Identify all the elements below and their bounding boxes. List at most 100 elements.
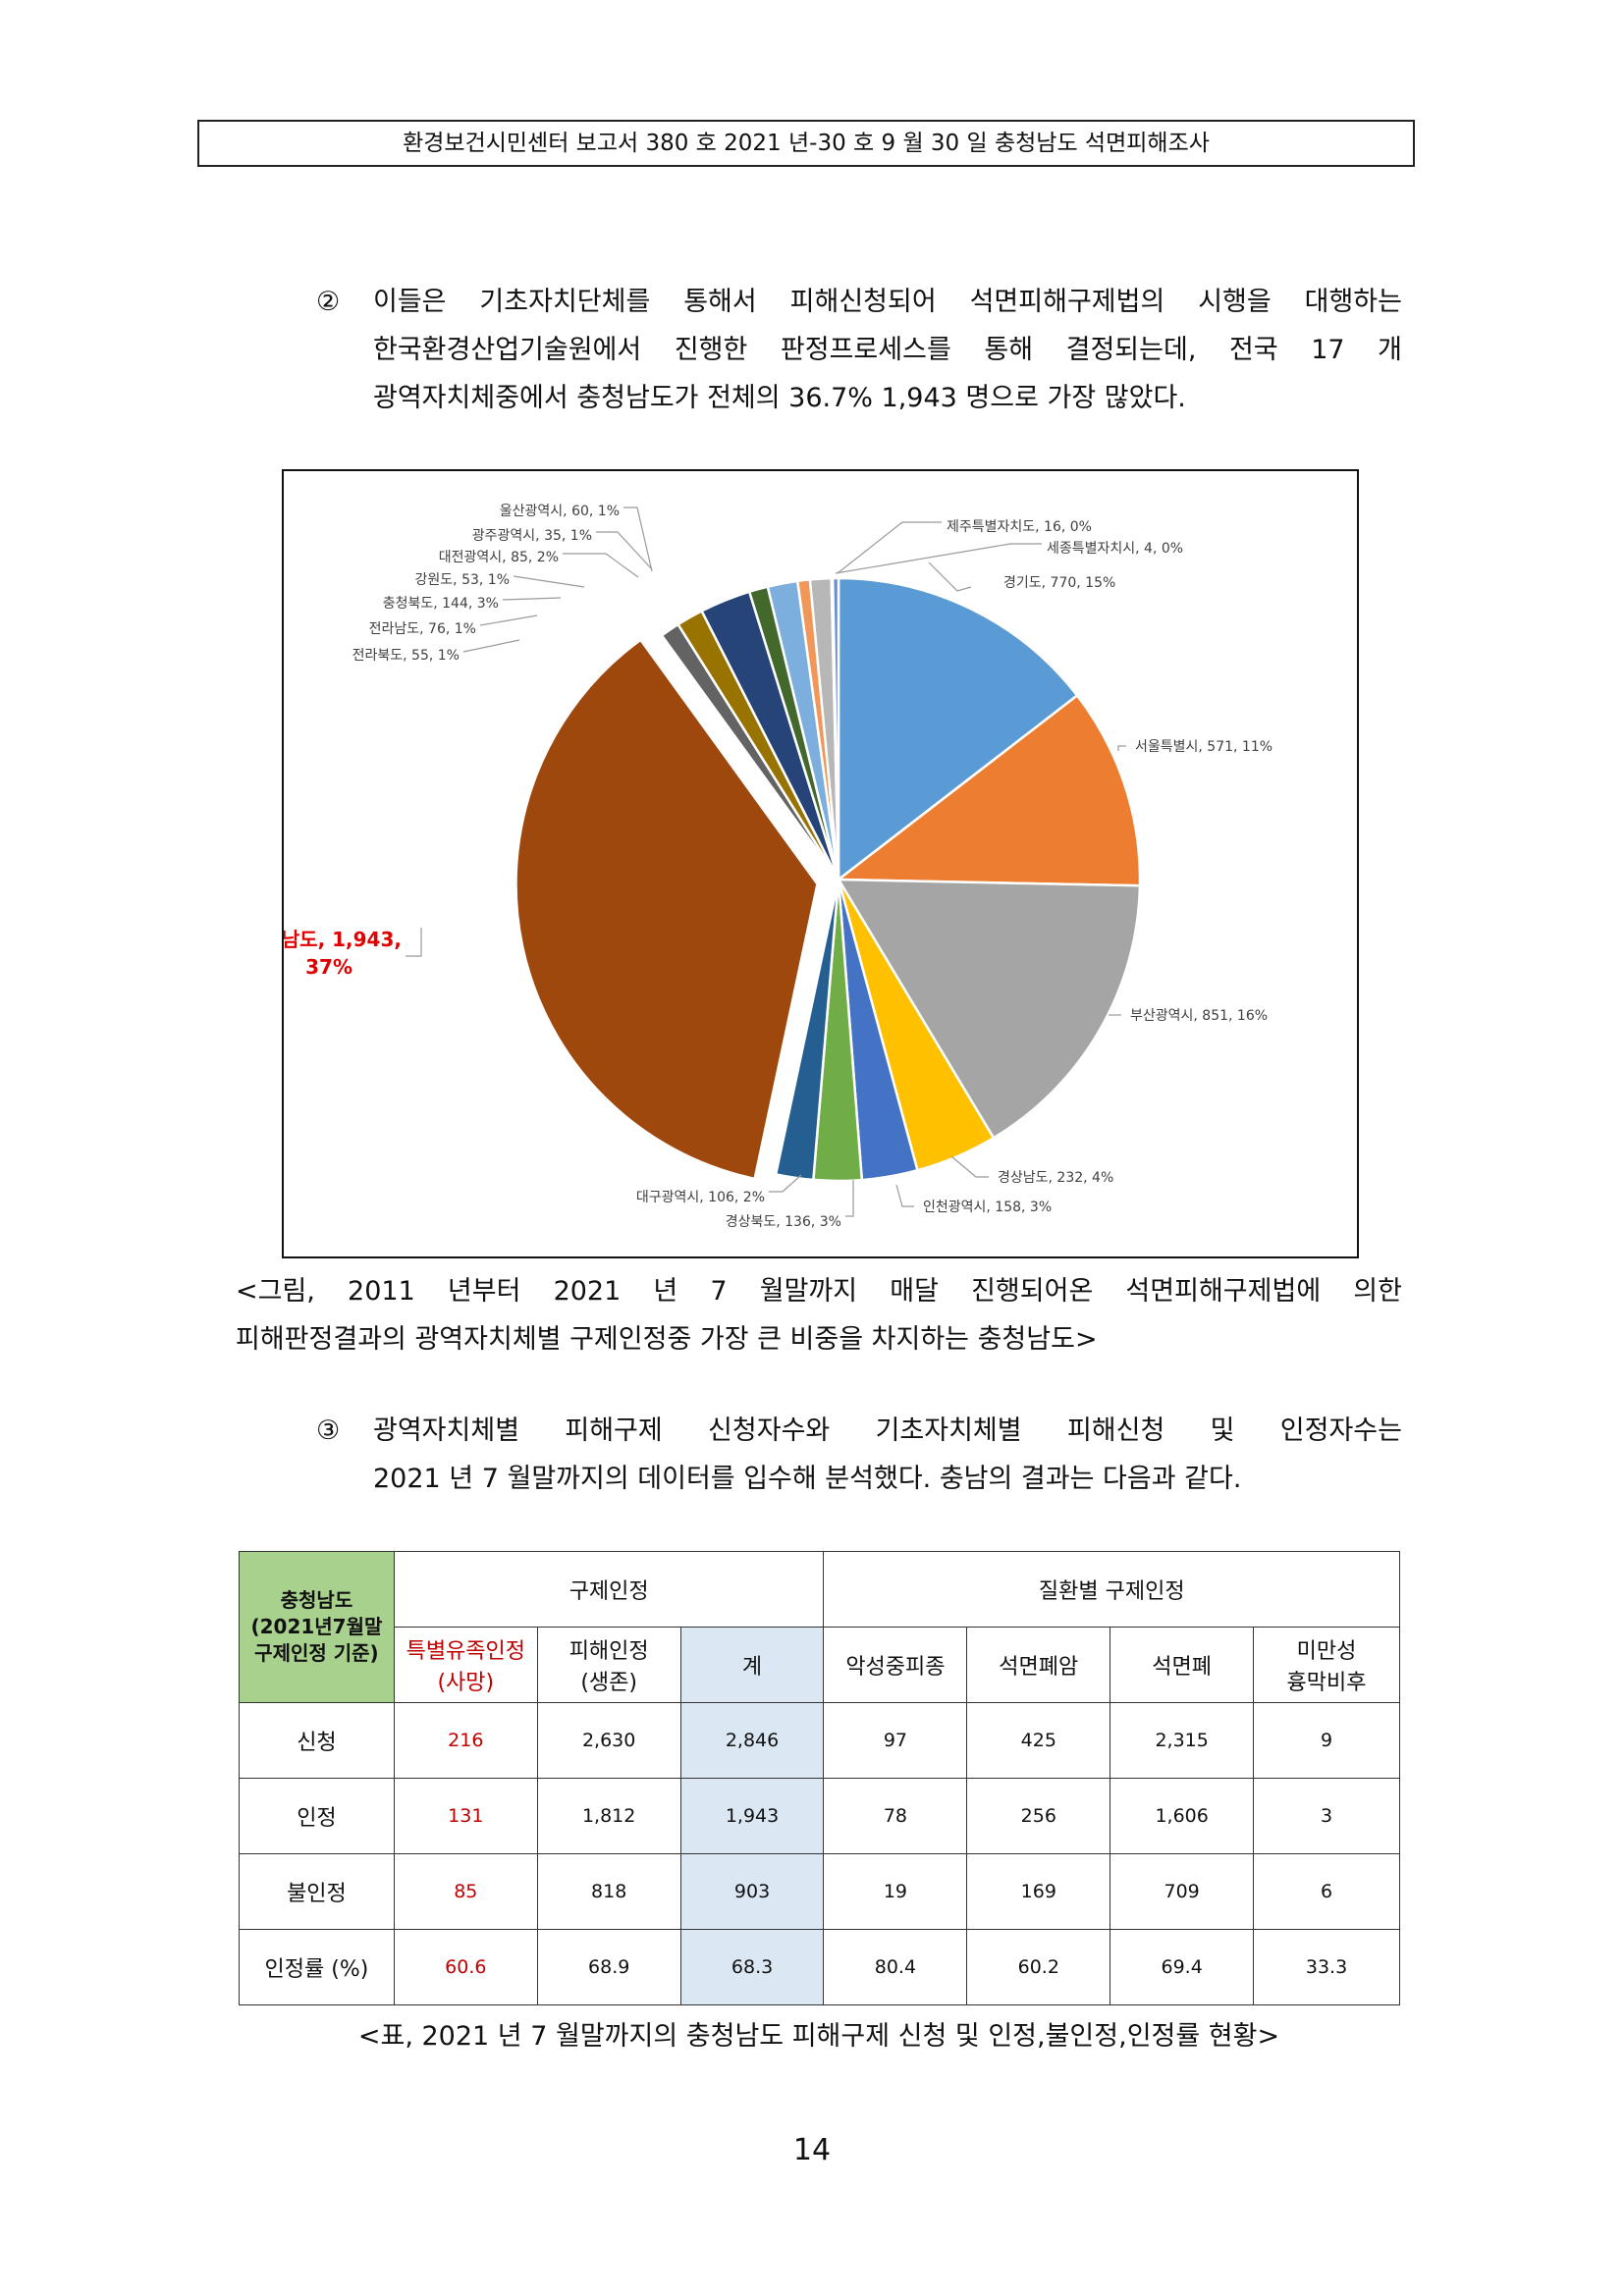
pie-slice-label: 부산광역시, 851, 16% bbox=[1130, 1008, 1268, 1024]
table-column-header-line: 흉막비후 bbox=[1286, 1671, 1367, 1695]
pie-leader-line bbox=[513, 575, 585, 588]
table-column-header-line: 피해인정 bbox=[568, 1639, 649, 1664]
pie-chart: 경기도, 770, 15% 서울특별시, 571, 11% 부산광역시, 851, … bbox=[284, 504, 1272, 1230]
table-cell: 3 bbox=[1253, 1778, 1400, 1854]
table-cell: 256 bbox=[966, 1778, 1111, 1854]
chungnam-relief-table: 충청남도 (2021년7월말 구제인정 기준) 구제인정 질환별 구제인정 특별… bbox=[239, 1551, 1400, 2005]
table-cell: 818 bbox=[536, 1853, 681, 1930]
table-cell: 9 bbox=[1253, 1702, 1400, 1779]
pie-slice-label: 울산광역시, 60, 1% bbox=[500, 504, 620, 519]
pie-slice-label: 경기도, 770, 15% bbox=[1003, 575, 1115, 591]
pie-slice-label: 대구광역시, 106, 2% bbox=[636, 1190, 765, 1205]
table-cell: 169 bbox=[966, 1853, 1111, 1930]
table-cell: 33.3 bbox=[1253, 1929, 1400, 2005]
table-cell: 1,812 bbox=[536, 1778, 681, 1854]
table-corner-line: 충청남도 bbox=[280, 1588, 353, 1612]
table-column-header-line: 특별유족인정 bbox=[406, 1639, 526, 1664]
pie-leader-line bbox=[845, 1180, 854, 1217]
table-row: 인정률 (%) 60.6 68.9 68.3 80.4 60.2 69.4 33.3 bbox=[239, 1929, 1400, 2005]
table-cell: 709 bbox=[1110, 1853, 1255, 1930]
table-group-header-relief: 구제인정 bbox=[393, 1551, 825, 1628]
paragraph-2-line: 이들은 기초자치단체를 통해서 피해신청되어 석면피해구제법의 시행을 대행하는 bbox=[373, 287, 1402, 317]
table-cell: 131 bbox=[393, 1778, 538, 1854]
pie-slice bbox=[836, 878, 1142, 1140]
figure-caption: <그림, 2011 년부터 2021 년 7 월말까지 매달 진행되어온 석면피… bbox=[236, 1267, 1402, 1363]
table-cell: 60.2 bbox=[966, 1929, 1111, 2005]
report-header: 환경보건시민센터 보고서 380 호 2021 년-30 호 9 월 30 일 … bbox=[197, 120, 1415, 167]
table-cell: 216 bbox=[393, 1702, 538, 1779]
table-corner-cell: 충청남도 (2021년7월말 구제인정 기준) bbox=[239, 1551, 395, 1703]
table-cell: 1,943 bbox=[679, 1778, 825, 1854]
table-column-header-line: 석면폐 bbox=[1152, 1655, 1212, 1680]
pie-slice-label: 인천광역시, 158, 3% bbox=[923, 1200, 1052, 1215]
pie-leader-line bbox=[769, 1174, 802, 1193]
pie-leader-line bbox=[479, 614, 538, 626]
figure-caption-line: <그림, 2011 년부터 2021 년 7 월말까지 매달 진행되어온 석면피… bbox=[236, 1276, 1402, 1307]
pie-leader-line bbox=[563, 553, 639, 578]
pie-slice-label: 대전광역시, 85, 2% bbox=[439, 550, 559, 565]
pie-leader-line bbox=[928, 561, 972, 592]
table-caption: <표, 2021 년 7 월말까지의 충청남도 피해구제 신청 및 인정,불인정… bbox=[357, 2021, 1280, 2052]
table-corner-line: (2021년7월말 bbox=[250, 1615, 383, 1638]
table-row: 불인정 85 818 903 19 169 709 6 bbox=[239, 1853, 1400, 1930]
table-column-header: 계 bbox=[679, 1627, 825, 1703]
table-column-header: 석면폐 bbox=[1110, 1627, 1255, 1703]
table-row: 인정 131 1,812 1,943 78 256 1,606 3 bbox=[239, 1778, 1400, 1854]
pie-leader-line bbox=[837, 521, 942, 574]
pie-slice-label: 경상남도, 232, 4% bbox=[998, 1170, 1113, 1186]
pie-chart-frame: 경기도, 770, 15% 서울특별시, 571, 11% 부산광역시, 851, … bbox=[282, 469, 1359, 1258]
table-column-header-line: 계 bbox=[741, 1655, 763, 1680]
paragraph-2-line: 한국환경산업기술원에서 진행한 판정프로세스를 통해 결정되는데, 전국 17 … bbox=[373, 335, 1402, 365]
paragraph-2: ② 이들은 기초자치단체를 통해서 피해신청되어 석면피해구제법의 시행을 대행… bbox=[316, 278, 1402, 422]
pie-slice bbox=[774, 879, 840, 1182]
table-column-header: 악성중피종 bbox=[823, 1627, 968, 1703]
table-cell: 60.6 bbox=[393, 1929, 538, 2005]
table-cell: 2,846 bbox=[679, 1702, 825, 1779]
table-cell: 2,315 bbox=[1110, 1702, 1255, 1779]
pie-slice-label: 전라북도, 55, 1% bbox=[352, 648, 460, 664]
pie-slice-label: 서울특별시, 571, 11% bbox=[1135, 739, 1272, 755]
pie-slice-label: 전라남도, 76, 1% bbox=[369, 621, 476, 637]
paragraph-2-number: ② bbox=[316, 287, 341, 317]
pie-leader-line bbox=[502, 597, 562, 601]
paragraph-3: ③ 광역자치체별 피해구제 신청자수와 기초자치체별 피해신청 및 인정자수는 … bbox=[316, 1407, 1402, 1503]
table-cell: 69.4 bbox=[1110, 1929, 1255, 2005]
pie-slice-label: 충청남도, 1,943,37% bbox=[284, 928, 402, 979]
table-cell: 425 bbox=[966, 1702, 1111, 1779]
pie-slice-label: 경상북도, 136, 3% bbox=[726, 1214, 841, 1230]
paragraph-3-number: ③ bbox=[316, 1415, 341, 1446]
pie-slice-label: 광주광역시, 35, 1% bbox=[472, 528, 592, 544]
table-cell: 97 bbox=[823, 1702, 968, 1779]
table-cell: 68.9 bbox=[536, 1929, 681, 2005]
pie-leader-line bbox=[596, 531, 653, 570]
pie-leader-line bbox=[1117, 745, 1126, 751]
table-cell: 68.3 bbox=[679, 1929, 825, 2005]
table-column-header-line: (사망) bbox=[437, 1671, 495, 1695]
pie-leader-line bbox=[950, 1155, 989, 1178]
table-column-header-line: 미만성 bbox=[1296, 1639, 1357, 1664]
pie-slice-label: 제주특별자치도, 16, 0% bbox=[947, 519, 1092, 535]
table-cell: 1,606 bbox=[1110, 1778, 1255, 1854]
paragraph-3-line: 광역자치체별 피해구제 신청자수와 기초자치체별 피해신청 및 인정자수는 bbox=[373, 1415, 1402, 1446]
table-row-label: 불인정 bbox=[239, 1853, 395, 1930]
pie-leader-line bbox=[835, 543, 1042, 574]
table-column-header-line: 악성중피종 bbox=[845, 1655, 946, 1680]
table-cell: 85 bbox=[393, 1853, 538, 1930]
table-column-header-line: 석면폐암 bbox=[999, 1655, 1079, 1680]
pie-slice bbox=[514, 638, 819, 1181]
figure-caption-line: 피해판정결과의 광역자치체별 구제인정중 가장 큰 비중을 차지하는 충청남도> bbox=[236, 1324, 1098, 1355]
paragraph-2-line: 광역자치체중에서 충청남도가 전체의 36.7% 1,943 명으로 가장 많았… bbox=[373, 383, 1186, 413]
table-corner-line: 구제인정 기준) bbox=[254, 1641, 379, 1665]
table-cell: 19 bbox=[823, 1853, 968, 1930]
table-row-label: 인정 bbox=[239, 1778, 395, 1854]
table-row: 신청 216 2,630 2,846 97 425 2,315 9 bbox=[239, 1702, 1400, 1779]
pie-slice-label: 강원도, 53, 1% bbox=[415, 572, 510, 588]
table-column-header: 석면폐암 bbox=[966, 1627, 1111, 1703]
paragraph-3-line: 2021 년 7 월말까지의 데이터를 입수해 분석했다. 충남의 결과는 다음… bbox=[373, 1464, 1242, 1494]
pie-leader-line bbox=[462, 639, 520, 653]
table-group-header-disease: 질환별 구제인정 bbox=[823, 1551, 1400, 1628]
pie-slice bbox=[837, 576, 1079, 882]
pie-slice-label: 충청북도, 144, 3% bbox=[383, 596, 499, 612]
pie-leader-line bbox=[895, 1184, 914, 1207]
